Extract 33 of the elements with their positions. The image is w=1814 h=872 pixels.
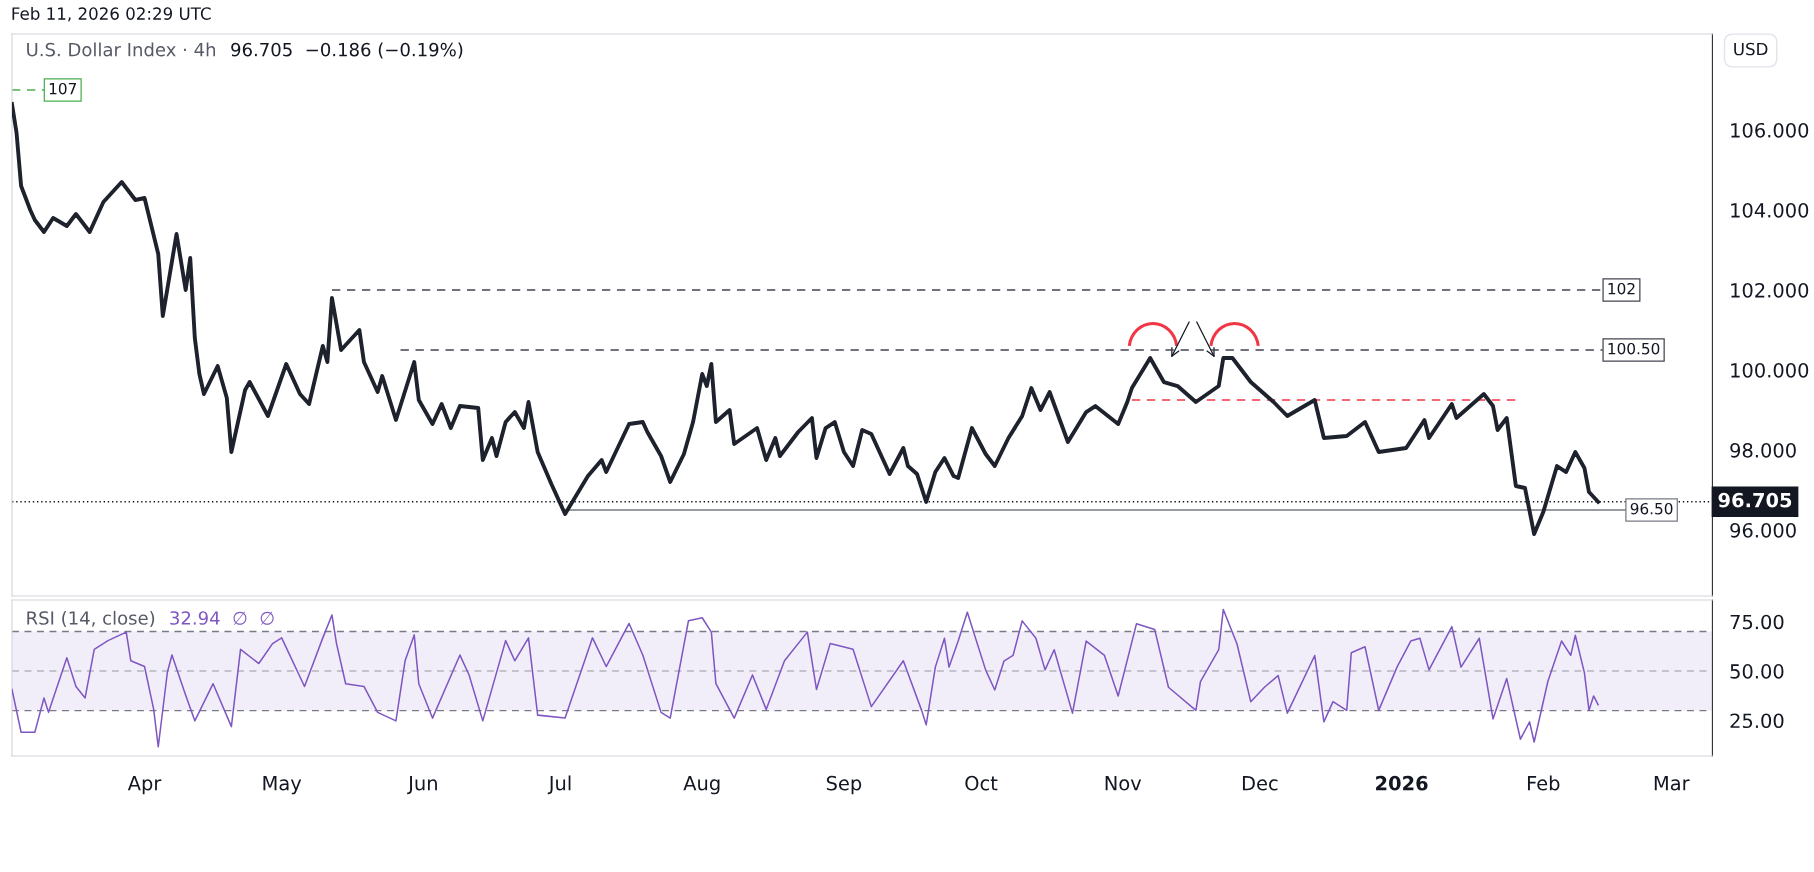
chart-subtitle: 96.705 −0.186 (−0.19%) <box>231 42 463 59</box>
y-tick-label: 96.000 <box>1730 522 1796 538</box>
x-tick-label: May <box>263 776 302 795</box>
y-tick-label: 50.00 <box>1730 664 1784 679</box>
x-tick-label: Jul <box>547 775 571 795</box>
y-tick-label: 104.000 <box>1731 202 1809 218</box>
y-tick-label: 102.000 <box>1731 282 1809 298</box>
y-tick-label: 25.00 <box>1730 713 1784 729</box>
x-tick-label: Dec <box>1242 776 1278 791</box>
x-tick-label: Jun <box>407 776 437 795</box>
x-tick-label: Nov <box>1105 776 1142 791</box>
x-tick-label: Aug <box>683 776 720 795</box>
x-tick-label: Mar <box>1654 776 1690 791</box>
series-label: 96.50 <box>1630 502 1673 515</box>
y-tick-label: 98.000 <box>1730 442 1796 458</box>
ref-line-label: 96.705 <box>1718 492 1792 508</box>
chart-title: U.S. Dollar Index · 4h <box>27 42 215 57</box>
series-label: 102 <box>1608 282 1635 295</box>
line-series <box>11 608 1599 748</box>
text: Feb 11, 2026 02:29 UTC <box>12 6 211 22</box>
chart-subtitle: 32.94 ∅ ∅ <box>170 611 274 625</box>
y-tick-label: 75.00 <box>1730 614 1784 630</box>
x-tick-label: Apr <box>127 776 162 795</box>
x-tick-label: Feb <box>1527 775 1560 791</box>
text: RSI (14, close) <box>27 610 155 627</box>
y-tick-label: 106.000 <box>1731 122 1809 138</box>
series-label: 107 <box>49 82 76 95</box>
x-tick-label: 2026 <box>1376 775 1428 791</box>
x-tick-label: Oct <box>965 775 998 791</box>
y-tick-label: 100.000 <box>1731 362 1809 378</box>
y-axis-title: USD <box>1734 42 1768 56</box>
series-label: 100.50 <box>1608 342 1660 355</box>
x-tick-label: Sep <box>826 775 862 795</box>
